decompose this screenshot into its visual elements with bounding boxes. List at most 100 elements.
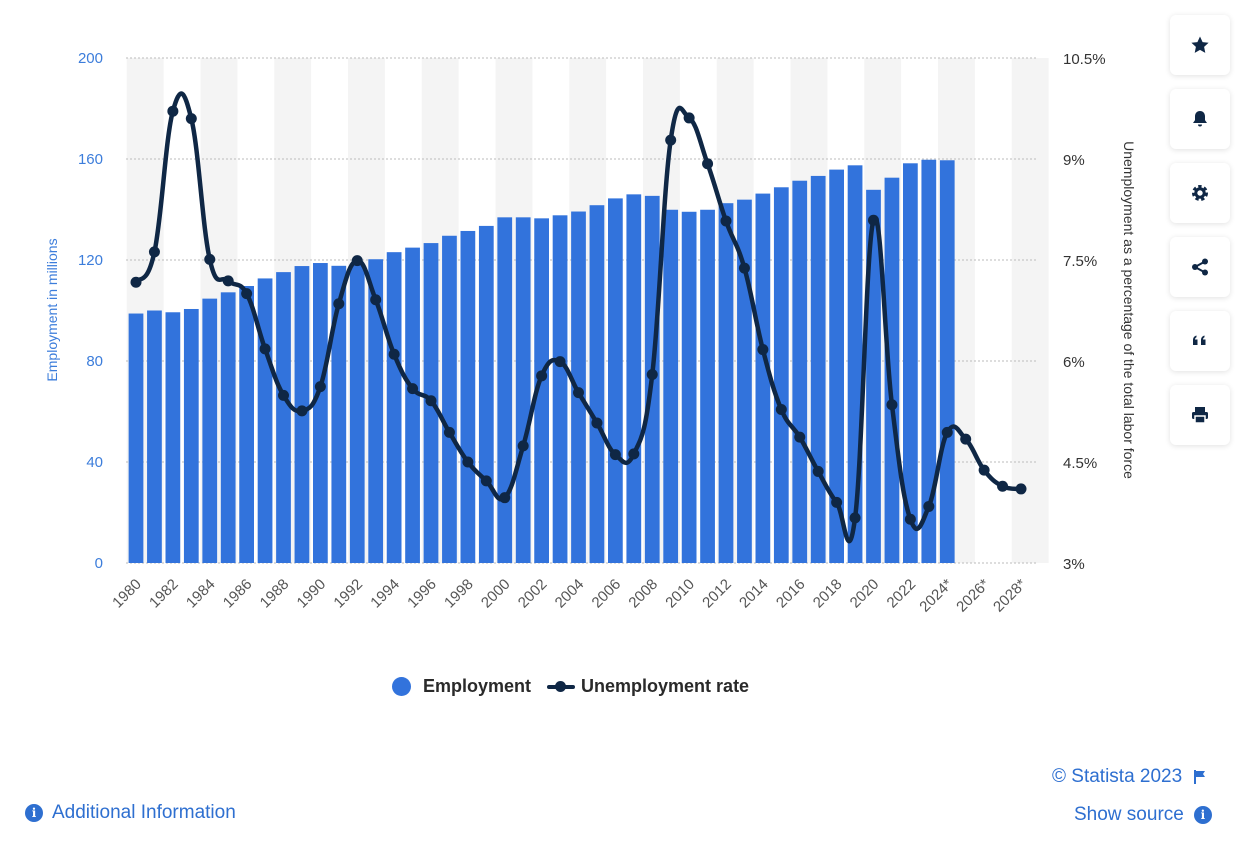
bar-1980	[128, 313, 144, 563]
point-2015	[775, 403, 787, 415]
point-2025*	[960, 433, 972, 445]
x-tick-label: 2000	[478, 576, 514, 612]
settings-button[interactable]	[1170, 163, 1230, 223]
notification-button[interactable]	[1170, 89, 1230, 149]
left-tick-label: 80	[86, 353, 103, 370]
chart-toolbar	[1170, 15, 1232, 459]
x-tick-label: 2022	[884, 576, 920, 612]
legend-swatch-unemployment	[547, 677, 576, 696]
x-tick-label: 1982	[146, 576, 182, 612]
chart-legend: Employment Unemployment rate	[392, 676, 765, 697]
point-2020	[868, 214, 879, 226]
bar-2014	[755, 193, 771, 563]
right-tick-label: 3%	[1063, 556, 1085, 573]
bar-1991	[331, 265, 347, 563]
point-1993	[370, 294, 382, 306]
bar-2012	[718, 203, 734, 563]
point-2000	[499, 492, 511, 504]
legend-label-employment: Employment	[423, 676, 532, 696]
bar-1990	[313, 263, 328, 563]
bar-1984	[202, 298, 218, 563]
x-tick-label: 2006	[589, 576, 625, 612]
bar-1988	[276, 272, 291, 563]
x-tick-label: 1986	[220, 576, 256, 612]
gear-icon	[1192, 185, 1208, 201]
x-tick-label: 2016	[773, 576, 809, 612]
left-axis-ticks: 0 40 80 120 160 200	[78, 50, 103, 572]
x-tick-label: 1996	[404, 576, 440, 612]
info-icon: i	[25, 804, 43, 822]
point-1988	[278, 389, 289, 401]
right-tick-label: 4.5%	[1063, 455, 1097, 472]
left-tick-label: 40	[86, 454, 103, 471]
x-tick-label: 1984	[183, 576, 219, 612]
left-tick-label: 0	[95, 555, 103, 572]
point-1982	[167, 105, 179, 117]
x-tick-label: 2014	[736, 576, 772, 612]
point-2028*	[1015, 483, 1027, 495]
x-tick-label: 1980	[109, 576, 145, 612]
print-icon	[1192, 407, 1208, 424]
point-1994	[388, 348, 400, 360]
point-2021	[886, 399, 898, 411]
point-1980	[130, 276, 142, 288]
point-2001	[517, 440, 529, 452]
bar-2002	[534, 218, 549, 563]
legend-swatch-employment	[392, 677, 411, 696]
bar-1995	[405, 247, 420, 563]
copyright-text: © Statista 2023	[1052, 766, 1183, 787]
bar-1982	[165, 312, 181, 563]
share-icon	[1192, 258, 1208, 276]
x-tick-label: 2018	[810, 576, 846, 612]
bar-2024*	[939, 160, 955, 563]
print-button[interactable]	[1170, 385, 1230, 445]
point-2022	[904, 513, 916, 525]
point-2016	[794, 431, 806, 443]
point-2002	[536, 370, 548, 382]
bar-2009	[663, 209, 679, 563]
bar-1994	[386, 252, 402, 564]
left-tick-label: 200	[78, 50, 103, 67]
point-1999	[480, 475, 492, 487]
point-2004	[573, 387, 584, 399]
unemployment-points	[130, 105, 1027, 525]
bar-2015	[773, 187, 789, 563]
x-tick-label: 1994	[367, 576, 403, 612]
point-2013	[738, 262, 750, 274]
point-1991	[333, 298, 345, 310]
x-tick-label: 2008	[625, 576, 661, 612]
point-1986	[241, 288, 253, 300]
x-tick-label: 2010	[662, 576, 698, 612]
x-tick-label: 2026*	[953, 576, 993, 616]
point-1992	[351, 255, 363, 267]
x-tick-label: 1998	[441, 576, 477, 612]
point-1997	[443, 426, 455, 438]
bar-2000	[497, 217, 513, 563]
point-2011	[702, 158, 714, 170]
show-source-link[interactable]: Show source i	[1074, 804, 1212, 826]
bar-2010	[681, 211, 697, 563]
bar-1992	[349, 263, 365, 563]
cite-button[interactable]	[1170, 311, 1230, 371]
point-1996	[425, 395, 437, 407]
show-source-text: Show source	[1074, 804, 1184, 825]
favorite-button[interactable]	[1170, 15, 1230, 75]
x-tick-label: 2012	[699, 576, 735, 612]
x-tick-label: 1990	[294, 576, 330, 612]
star-icon	[1191, 36, 1209, 53]
copyright-link[interactable]: © Statista 2023	[1052, 766, 1207, 788]
background-band	[1011, 58, 1049, 563]
additional-information-link[interactable]: i Additional Information	[25, 802, 236, 824]
bar-1981	[147, 310, 162, 563]
legend-item-unemployment[interactable]: Unemployment rate	[547, 676, 749, 697]
point-2009	[665, 134, 677, 146]
point-2019	[849, 512, 861, 524]
bell-icon	[1193, 111, 1207, 127]
legend-item-employment[interactable]: Employment	[392, 676, 531, 697]
bar-2003	[552, 215, 568, 563]
point-1989	[296, 405, 308, 417]
additional-information-text: Additional Information	[52, 802, 236, 823]
bar-2017	[810, 175, 826, 564]
share-button[interactable]	[1170, 237, 1230, 297]
